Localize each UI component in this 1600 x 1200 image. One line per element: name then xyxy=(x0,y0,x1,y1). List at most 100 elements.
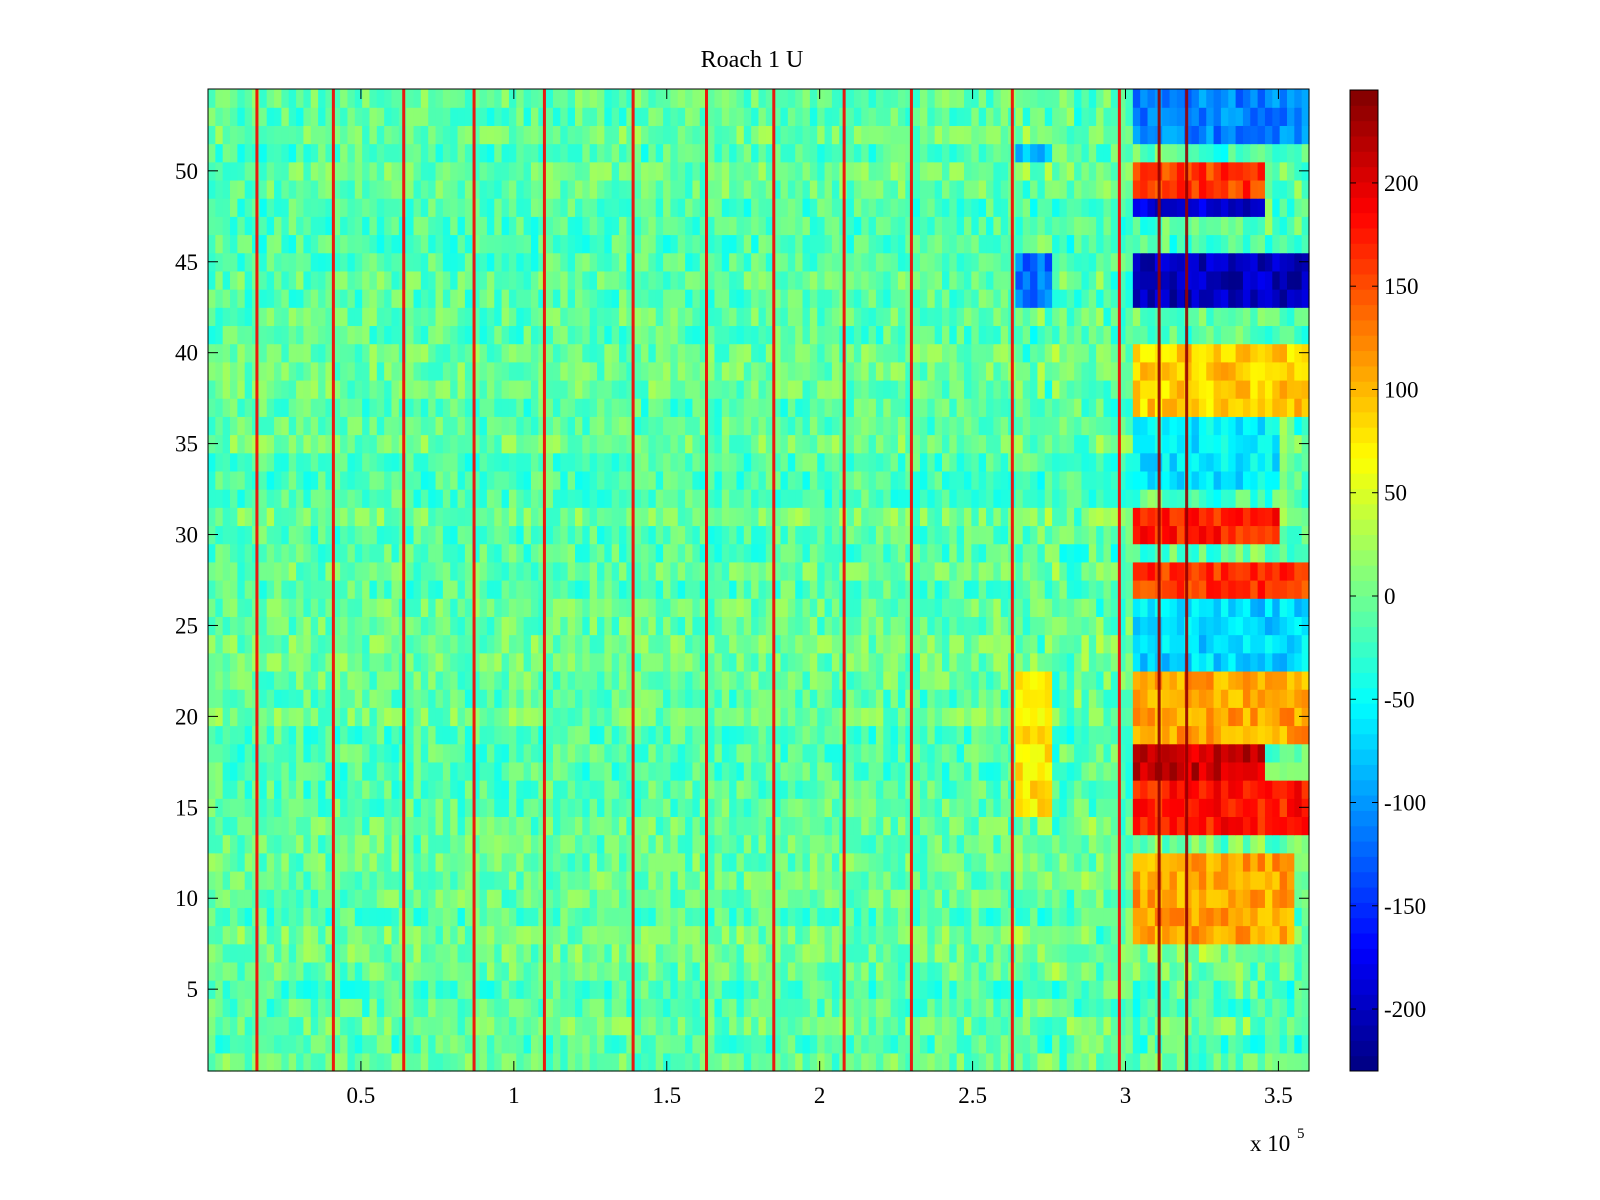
heatmap-cell xyxy=(428,943,437,963)
heatmap-cell xyxy=(743,670,752,690)
heatmap-cell xyxy=(736,870,745,890)
heatmap-cell xyxy=(1213,889,1222,908)
heatmap-cell xyxy=(685,580,694,599)
heatmap-cell xyxy=(846,670,855,690)
heatmap-cell xyxy=(1074,1034,1083,1054)
heatmap-cell xyxy=(663,889,672,908)
heatmap-cell xyxy=(986,707,994,727)
heatmap-cell xyxy=(376,961,385,981)
heatmap-cell xyxy=(721,652,730,672)
heatmap-cell xyxy=(442,980,451,999)
heatmap-cell xyxy=(1052,925,1061,945)
heatmap-cell xyxy=(1176,980,1185,999)
heatmap-cell xyxy=(964,1016,972,1036)
heatmap-cell xyxy=(288,1034,297,1054)
heatmap-cell xyxy=(1125,780,1134,799)
heatmap-cell xyxy=(450,689,459,708)
heatmap-cell xyxy=(435,580,444,599)
heatmap-cell xyxy=(927,580,936,599)
heatmap-cell xyxy=(230,889,238,908)
heatmap-cell xyxy=(545,816,554,836)
heatmap-cell xyxy=(641,980,649,999)
heatmap-cell xyxy=(802,670,811,690)
heatmap-cell xyxy=(1074,507,1083,527)
heatmap-cell xyxy=(560,816,569,836)
heatmap-cell xyxy=(758,652,767,672)
heatmap-cell xyxy=(244,1052,253,1072)
heatmap-cell xyxy=(1147,670,1156,690)
heatmap-cell xyxy=(633,1034,642,1054)
heatmap-cell xyxy=(464,561,473,581)
heatmap-cell xyxy=(699,943,708,963)
heatmap-cell xyxy=(875,743,884,763)
heatmap-cell xyxy=(1235,870,1244,890)
heatmap-cell xyxy=(1074,1052,1083,1072)
heatmap-cell xyxy=(692,652,701,672)
heatmap-cell xyxy=(663,652,672,672)
heatmap-cell xyxy=(1169,543,1178,563)
heatmap-cell xyxy=(369,543,378,563)
heatmap-cell xyxy=(714,998,723,1018)
heatmap-cell xyxy=(310,852,319,872)
heatmap-cell xyxy=(354,525,363,545)
heatmap-cell xyxy=(1103,470,1112,490)
heatmap-cell xyxy=(428,761,437,781)
heatmap-cell xyxy=(516,452,525,472)
heatmap-cell xyxy=(486,834,495,854)
heatmap-cell xyxy=(457,834,466,854)
heatmap-cell xyxy=(391,725,400,745)
heatmap-cell xyxy=(538,1052,547,1072)
heatmap-cell xyxy=(1096,652,1105,672)
heatmap-cell xyxy=(861,507,870,527)
heatmap-cell xyxy=(274,670,282,690)
heatmap-cell xyxy=(604,907,613,927)
heatmap-cell xyxy=(325,580,334,599)
heatmap-cell xyxy=(707,780,716,799)
heatmap-cell xyxy=(1015,598,1024,617)
heatmap-cell xyxy=(795,816,804,836)
heatmap-cell xyxy=(707,634,716,654)
heatmap-cell xyxy=(413,707,422,727)
heatmap-cell xyxy=(905,598,914,617)
heatmap-cell xyxy=(824,598,833,617)
heatmap-cell xyxy=(978,652,987,672)
heatmap-cell xyxy=(765,852,774,872)
heatmap-cell xyxy=(479,961,488,981)
heatmap-cell xyxy=(765,870,774,890)
heatmap-cell xyxy=(824,561,833,581)
heatmap-cell xyxy=(1074,980,1083,999)
heatmap-cell xyxy=(318,689,327,708)
heatmap-cell xyxy=(1169,889,1178,908)
heatmap-cell xyxy=(1052,998,1061,1018)
heatmap-cell xyxy=(406,452,415,472)
heatmap-cell xyxy=(237,889,246,908)
heatmap-cell xyxy=(743,907,752,927)
heatmap-cell xyxy=(1176,525,1185,545)
heatmap-cell xyxy=(354,907,363,927)
heatmap-cell xyxy=(787,780,796,799)
heatmap-cell xyxy=(751,670,760,690)
heatmap-cell xyxy=(1228,870,1237,890)
heatmap-cell xyxy=(1250,798,1259,818)
heatmap-cell xyxy=(384,616,393,636)
heatmap-cell xyxy=(1030,689,1039,708)
heatmap-cell xyxy=(1147,561,1156,581)
heatmap-cell xyxy=(450,852,459,872)
heatmap-cell xyxy=(567,634,576,654)
heatmap-cell xyxy=(1272,816,1281,836)
heatmap-cell xyxy=(787,870,796,890)
heatmap-cell xyxy=(1228,598,1237,617)
heatmap-cell xyxy=(420,816,429,836)
heatmap-cell xyxy=(1030,998,1039,1018)
heatmap-cell xyxy=(545,780,554,799)
heatmap-cell xyxy=(281,543,290,563)
heatmap-cell xyxy=(1147,834,1156,854)
heatmap-cell xyxy=(1015,543,1024,563)
heatmap-cell xyxy=(244,980,253,999)
heatmap-cell xyxy=(494,561,503,581)
heatmap-cell xyxy=(237,852,246,872)
heatmap-cell xyxy=(296,616,305,636)
heatmap-cell xyxy=(890,616,899,636)
heatmap-cell xyxy=(266,998,275,1018)
heatmap-cell xyxy=(1044,652,1053,672)
